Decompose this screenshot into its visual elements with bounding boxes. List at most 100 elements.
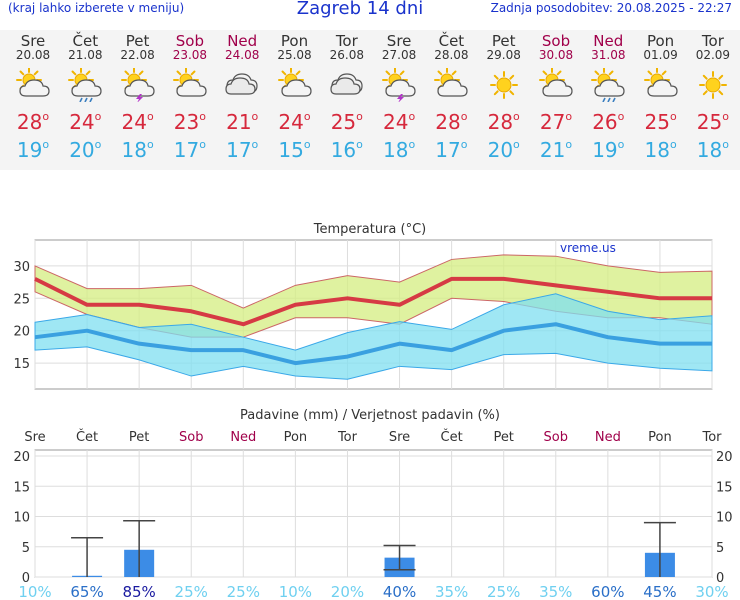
temp-min: 20o [69,138,102,162]
day-date: 20.08 [15,48,51,62]
sun-cloud-icon [16,67,50,97]
weather-icon-wrap [164,62,216,106]
weather-icon-wrap [321,62,373,106]
precipitation-probability: 40% [383,583,416,600]
day-date: 02.09 [695,48,731,62]
x-tick-label: Pon [284,430,308,445]
weather-icon-wrap [59,62,111,106]
y-tick-label-left: 15 [13,480,30,495]
temp-max: 24o [69,110,102,134]
x-tick-label: Sre [24,430,45,445]
day-name: Čet [438,32,465,50]
temp-min: 18o [121,138,154,162]
x-tick-label: Sob [544,430,568,445]
day-date: 30.08 [538,48,574,62]
day-column: Ned 31.08 26o 19o [582,30,634,163]
temp-min: 18o [383,138,416,162]
day-column: Sre 27.08 24o 18o [373,30,425,163]
sun-cloud-icon [643,67,678,97]
day-name: Pon [280,32,309,50]
temp-max: 24o [383,110,416,134]
y-tick-label-left: 0 [22,571,30,586]
day-date: 28.08 [434,48,469,62]
day-date: 29.08 [486,48,521,62]
day-name: Sob [175,32,204,50]
temp-max: 25o [330,110,363,134]
day-date: 01.09 [643,48,678,62]
temp-min: 19o [16,138,50,162]
x-tick-label: Sob [179,430,203,445]
day-column: Ned 24.08 21o 17o [216,30,268,163]
day-column: Tor 26.08 25o 16o [321,30,373,163]
precipitation-probability: 35% [539,583,572,600]
weather-icon-wrap [687,62,739,106]
last-update: Zadnja posodobitev: 20.08.2025 - 22:27 [490,1,732,15]
day-date: 21.08 [68,48,103,62]
day-column: Sob 23.08 23o 17o [164,30,216,163]
y-tick-label-right: 20 [716,450,733,465]
weather-icon-wrap [478,62,530,106]
temperature-chart: Temperatura (°C) 15 20 25 30 vreme.us [13,222,713,390]
temp-min: 18o [696,138,729,162]
temp-max: 27o [539,110,573,134]
temperature-chart-title: Temperatura (°C) [313,222,426,237]
day-name: Ned [593,32,624,50]
x-tick-label: Ned [230,430,256,445]
day-name: Sre [386,32,412,50]
day-name: Pon [646,32,675,50]
weather-icon-wrap [7,62,59,106]
x-tick-label: Sre [389,430,410,445]
weather-icon-wrap [530,62,582,106]
temp-min: 20o [487,138,520,162]
cloud-icon [330,73,363,95]
watermark: vreme.us [560,241,616,255]
x-tick-label: Tor [701,430,722,445]
day-date: 26.08 [329,48,364,62]
y-tick-label-right: 15 [716,480,733,495]
y-tick-label-left: 10 [13,511,30,526]
sun-cloud-icon [539,67,573,97]
day-column: Pon 25.08 24o 15o [269,30,321,163]
day-column: Pon 01.09 25o 18o [635,30,687,163]
weather-icon-wrap [112,62,164,106]
precipitation-probability: 10% [279,583,312,600]
temp-max: 24o [278,110,311,134]
precipitation-probability: 30% [695,583,728,600]
day-name: Sre [20,32,46,50]
temp-max: 25o [696,110,729,134]
day-name: Pet [491,32,516,50]
header-left[interactable]: (kraj lahko izberete v meniju) [8,1,185,15]
day-column: Sre 20.08 28o 19o [7,30,59,163]
day-column: Pet 29.08 28o 20o [478,30,530,163]
sun-cloud-icon [172,67,207,97]
sun-rain-icon [591,67,625,103]
precipitation-chart-title: Padavine (mm) / Verjetnost padavin (%) [240,408,500,423]
temperature-line-max [34,276,712,327]
sun-thunder-icon [382,67,416,103]
temp-min: 21o [539,138,573,162]
precipitation-probability: 45% [643,583,676,600]
precipitation-probability: 10% [18,583,51,600]
weather-icon-wrap [216,62,268,106]
temperature-band-min [34,293,713,380]
temp-max: 28o [435,110,468,134]
sun-cloud-icon [434,67,468,97]
weather-icon-wrap [269,62,321,106]
weather-icon-wrap [635,62,687,106]
day-date: 23.08 [172,48,208,62]
temp-max: 26o [592,110,625,134]
temp-max: 28o [487,110,520,134]
sun-cloud-icon [277,67,312,97]
day-name: Tor [335,32,358,50]
temp-min: 18o [644,138,677,162]
sun-icon [489,71,518,99]
precipitation-probability: 85% [122,583,155,600]
precipitation-probability: 25% [487,583,520,600]
day-date: 25.08 [277,48,312,62]
temp-max: 25o [644,110,677,134]
x-tick-label: Pet [129,430,149,445]
sun-rain-icon [68,67,102,103]
y-tick-label-left: 5 [22,541,30,556]
day-date: 22.08 [120,48,155,62]
precipitation-chart: Padavine (mm) / Verjetnost padavin (%) Sr… [13,408,733,600]
